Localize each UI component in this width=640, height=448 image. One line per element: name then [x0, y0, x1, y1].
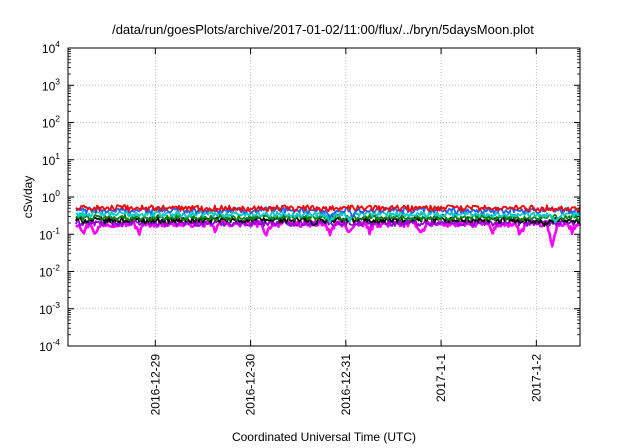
y-tick-label: 100	[42, 188, 60, 205]
x-tick-label: 2016-12-30	[244, 354, 258, 416]
y-tick-exponent: -4	[52, 337, 60, 347]
x-tick-label: 2017-1-1	[434, 354, 448, 402]
x-tick-label: 2016-12-31	[339, 354, 353, 416]
x-tick-label: 2016-12-29	[148, 354, 162, 416]
y-tick-label: 10-2	[39, 263, 60, 280]
y-axis-label: cSv/day	[21, 176, 35, 219]
y-tick-exponent: -3	[52, 300, 60, 310]
y-tick-exponent: 4	[55, 39, 60, 49]
y-tick-base: 10	[42, 191, 56, 205]
y-tick-label: 101	[42, 151, 60, 168]
x-tick-labels: 2016-12-29 2016-12-30 2016-12-31 2017-1-1 20…	[148, 354, 543, 416]
y-tick-label: 10-1	[39, 225, 60, 242]
y-tick-base: 10	[42, 154, 56, 168]
grid	[68, 48, 580, 346]
y-tick-exponent: 3	[55, 76, 60, 86]
y-tick-exponent: -1	[52, 225, 60, 235]
y-tick-base: 10	[39, 228, 53, 242]
series-line-4	[75, 210, 581, 224]
ticks	[68, 47, 580, 347]
y-tick-label: 104	[42, 39, 60, 56]
x-axis-label: Coordinated Universal Time (UTC)	[232, 430, 416, 444]
chart-title: /data/run/goesPlots/archive/2017-01-02/1…	[112, 22, 534, 37]
y-tick-exponent: 1	[55, 151, 60, 161]
y-tick-label: 102	[42, 114, 60, 131]
y-tick-base: 10	[39, 340, 53, 354]
x-tick-label: 2017-1-2	[529, 354, 543, 402]
y-tick-label: 10-3	[39, 300, 60, 317]
y-tick-base: 10	[42, 117, 56, 131]
y-tick-base: 10	[42, 42, 56, 56]
y-tick-exponent: 0	[55, 188, 60, 198]
y-tick-exponent: 2	[55, 114, 60, 124]
y-tick-base: 10	[39, 303, 53, 317]
y-tick-base: 10	[39, 266, 53, 280]
y-tick-exponent: -2	[52, 263, 60, 273]
y-tick-label: 10-4	[39, 337, 60, 354]
series-line-6	[75, 204, 581, 213]
y-tick-base: 10	[42, 79, 56, 93]
y-tick-label: 103	[42, 76, 60, 93]
series-layer	[75, 204, 582, 248]
